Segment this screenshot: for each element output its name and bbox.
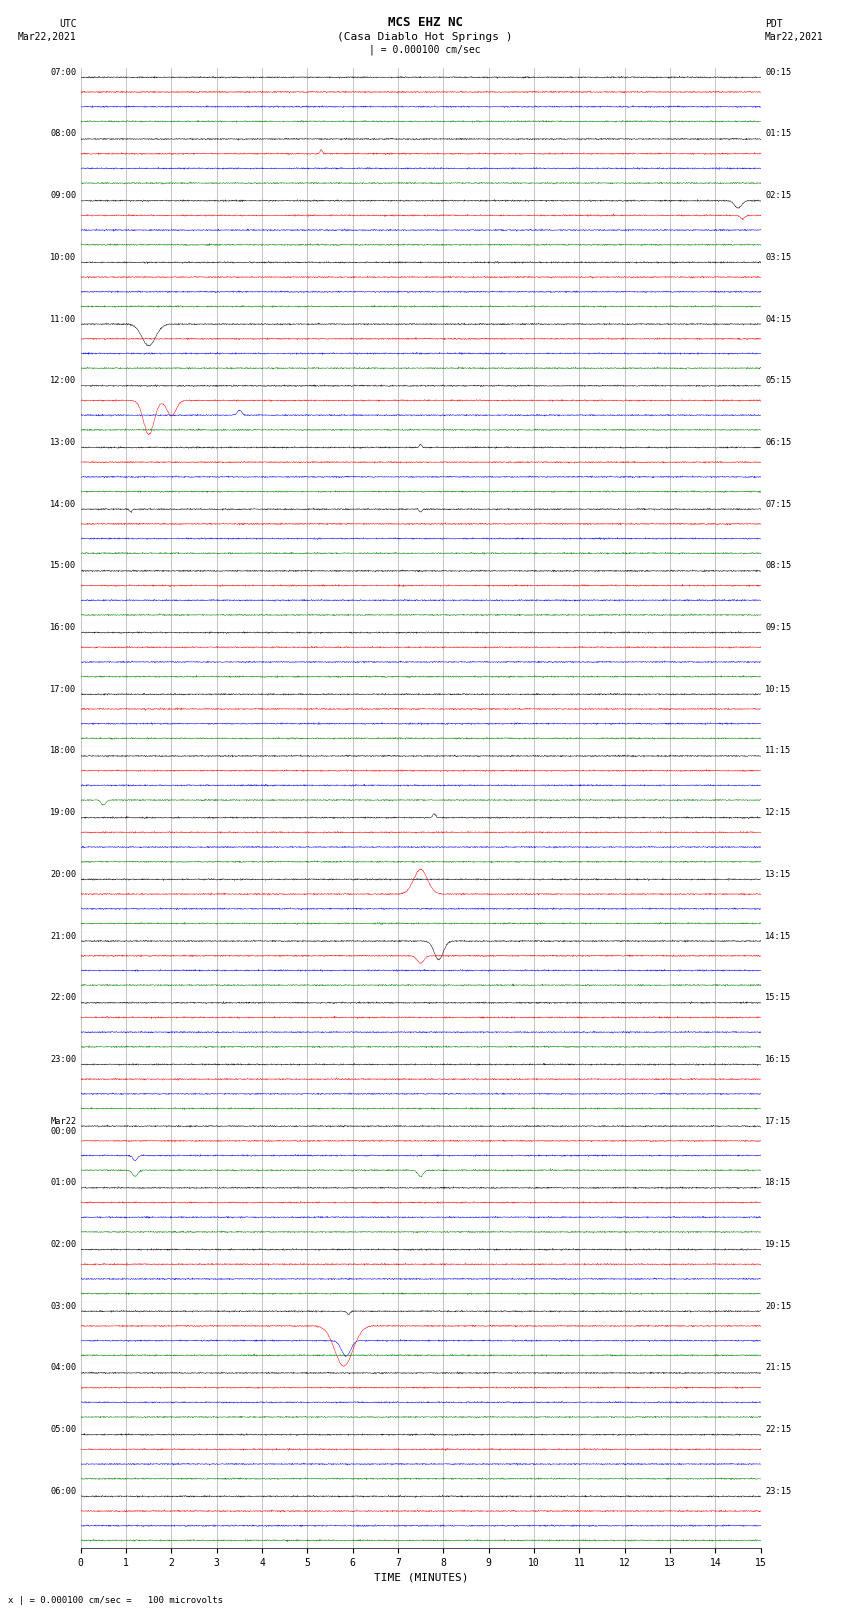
Text: 14:15: 14:15 xyxy=(765,932,791,940)
Text: 18:15: 18:15 xyxy=(765,1177,791,1187)
Text: 15:15: 15:15 xyxy=(765,994,791,1002)
Text: 09:00: 09:00 xyxy=(50,192,76,200)
Text: Mar22,2021: Mar22,2021 xyxy=(18,32,76,42)
Text: 01:00: 01:00 xyxy=(50,1177,76,1187)
Text: UTC: UTC xyxy=(59,19,76,29)
Text: 13:15: 13:15 xyxy=(765,869,791,879)
Text: 22:00: 22:00 xyxy=(50,994,76,1002)
Text: 12:15: 12:15 xyxy=(765,808,791,818)
Text: 19:00: 19:00 xyxy=(50,808,76,818)
Text: 23:15: 23:15 xyxy=(765,1487,791,1495)
Text: 20:00: 20:00 xyxy=(50,869,76,879)
Text: 05:00: 05:00 xyxy=(50,1426,76,1434)
Text: 12:00: 12:00 xyxy=(50,376,76,386)
Text: 13:00: 13:00 xyxy=(50,439,76,447)
Text: 22:15: 22:15 xyxy=(765,1426,791,1434)
Text: 16:15: 16:15 xyxy=(765,1055,791,1065)
Text: 06:00: 06:00 xyxy=(50,1487,76,1495)
Text: (Casa Diablo Hot Springs ): (Casa Diablo Hot Springs ) xyxy=(337,32,513,42)
Text: MCS EHZ NC: MCS EHZ NC xyxy=(388,16,462,29)
Text: 05:15: 05:15 xyxy=(765,376,791,386)
Text: 11:00: 11:00 xyxy=(50,315,76,324)
Text: 04:15: 04:15 xyxy=(765,315,791,324)
Text: 06:15: 06:15 xyxy=(765,439,791,447)
Text: 23:00: 23:00 xyxy=(50,1055,76,1065)
Text: 20:15: 20:15 xyxy=(765,1302,791,1311)
Text: 02:00: 02:00 xyxy=(50,1240,76,1248)
Text: 00:15: 00:15 xyxy=(765,68,791,77)
Text: 21:00: 21:00 xyxy=(50,932,76,940)
Text: 08:15: 08:15 xyxy=(765,561,791,571)
Text: 03:15: 03:15 xyxy=(765,253,791,261)
Text: 19:15: 19:15 xyxy=(765,1240,791,1248)
Text: 17:00: 17:00 xyxy=(50,684,76,694)
Text: 11:15: 11:15 xyxy=(765,747,791,755)
Text: 18:00: 18:00 xyxy=(50,747,76,755)
Text: 10:15: 10:15 xyxy=(765,684,791,694)
Text: 07:00: 07:00 xyxy=(50,68,76,77)
Text: 03:00: 03:00 xyxy=(50,1302,76,1311)
X-axis label: TIME (MINUTES): TIME (MINUTES) xyxy=(373,1573,468,1582)
Text: 08:00: 08:00 xyxy=(50,129,76,139)
Text: PDT: PDT xyxy=(765,19,783,29)
Text: x | = 0.000100 cm/sec =   100 microvolts: x | = 0.000100 cm/sec = 100 microvolts xyxy=(8,1595,224,1605)
Text: 10:00: 10:00 xyxy=(50,253,76,261)
Text: 16:00: 16:00 xyxy=(50,623,76,632)
Text: 07:15: 07:15 xyxy=(765,500,791,508)
Text: Mar22,2021: Mar22,2021 xyxy=(765,32,824,42)
Text: 17:15: 17:15 xyxy=(765,1116,791,1126)
Text: 21:15: 21:15 xyxy=(765,1363,791,1373)
Text: 02:15: 02:15 xyxy=(765,192,791,200)
Text: 04:00: 04:00 xyxy=(50,1363,76,1373)
Text: 15:00: 15:00 xyxy=(50,561,76,571)
Text: 01:15: 01:15 xyxy=(765,129,791,139)
Text: Mar22
00:00: Mar22 00:00 xyxy=(50,1116,76,1136)
Text: | = 0.000100 cm/sec: | = 0.000100 cm/sec xyxy=(369,44,481,55)
Text: 09:15: 09:15 xyxy=(765,623,791,632)
Text: 14:00: 14:00 xyxy=(50,500,76,508)
